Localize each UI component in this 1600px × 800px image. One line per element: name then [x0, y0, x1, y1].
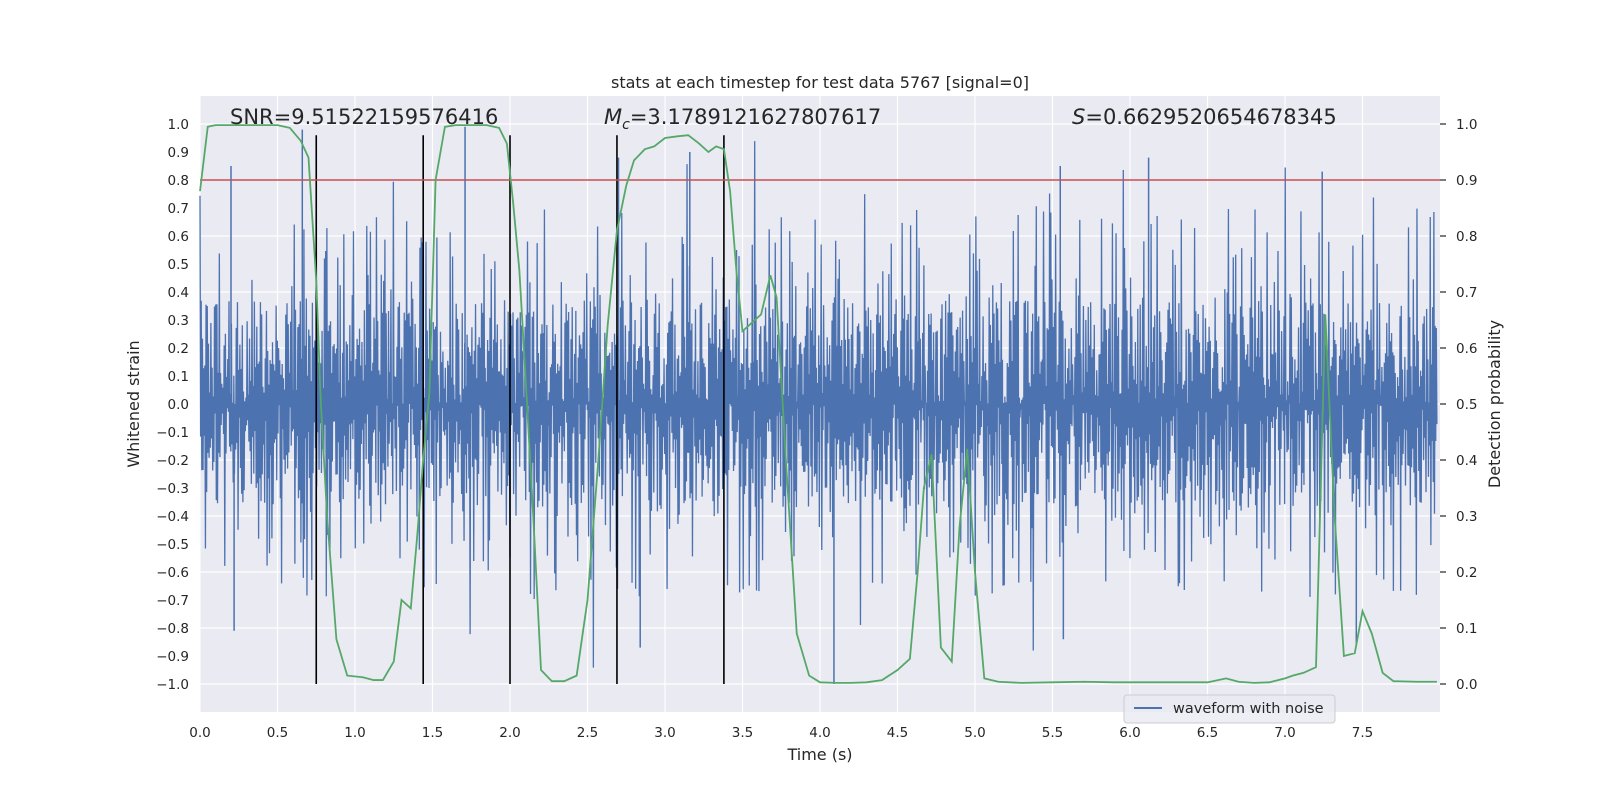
chirp-mass-symbol: M: [604, 105, 622, 129]
y-tick-label: −1.0: [156, 677, 189, 693]
y-tick-label: 0.0: [168, 397, 189, 413]
y-tick-label: −0.7: [156, 593, 189, 609]
x-tick-label: 4.5: [887, 725, 908, 741]
x-tick-label: 4.0: [809, 725, 830, 741]
x-tick-label: 2.0: [499, 725, 520, 741]
right-y-tick-label: 0.4: [1456, 453, 1477, 469]
s-symbol: S: [1072, 105, 1085, 129]
right-y-tick-label: 0.6: [1456, 341, 1477, 357]
s-annotation: S=0.6629520654678345: [1072, 105, 1337, 129]
right-y-tick-label: 0.0: [1456, 677, 1477, 693]
chirp-mass-subscript: c: [622, 117, 630, 133]
x-axis-label: Time (s): [786, 745, 852, 764]
y-tick-label: −0.6: [156, 565, 189, 581]
x-tick-label: 0.5: [267, 725, 288, 741]
legend-label: waveform with noise: [1173, 701, 1324, 717]
right-y-tick-label: 1.0: [1456, 117, 1477, 133]
x-tick-label: 7.5: [1352, 725, 1373, 741]
right-y-axis-label: Detection probability: [1485, 320, 1504, 488]
legend: waveform with noise: [1123, 694, 1336, 724]
right-y-tick-label: 0.2: [1456, 565, 1477, 581]
y-tick-label: 0.2: [168, 341, 189, 357]
y-tick-label: 0.7: [168, 201, 189, 217]
y-tick-label: −0.4: [156, 509, 189, 525]
x-tick-label: 1.5: [422, 725, 443, 741]
x-tick-label: 3.0: [654, 725, 675, 741]
y-tick-label: −0.5: [156, 537, 189, 553]
right-y-tick-label: 0.1: [1456, 621, 1477, 637]
right-y-tick-label: 0.9: [1456, 173, 1477, 189]
x-axis-ticks: 0.0 0.5 1.0 1.5 2.0 2.5 3.0 3.5 4.0 4.5 5.0 5.5 6.0 6…: [189, 725, 1373, 741]
chirp-mass-annotation: Mc=3.1789121627807617: [604, 105, 881, 133]
y-tick-label: 1.0: [168, 117, 189, 133]
y-tick-label: 0.9: [168, 145, 189, 161]
waveform-line: [199, 141, 1438, 668]
y-tick-label: −0.3: [156, 481, 189, 497]
right-y-tick-label: 0.7: [1456, 285, 1477, 301]
y-tick-label: −0.1: [156, 425, 189, 441]
x-tick-label: 5.0: [964, 725, 985, 741]
chart-title: stats at each timestep for test data 576…: [611, 73, 1029, 92]
legend-box: [1123, 694, 1336, 724]
y-tick-label: 0.5: [168, 257, 189, 273]
y-tick-label: 0.8: [168, 173, 189, 189]
s-value: =0.6629520654678345: [1085, 105, 1336, 129]
x-tick-label: 7.0: [1274, 725, 1295, 741]
y-tick-label: −0.2: [156, 453, 189, 469]
x-tick-label: 1.0: [344, 725, 365, 741]
right-y-axis-ticks: 1.0 0.9 0.8 0.7 0.6 0.5 0.4 0.3 0.2 0.1 0.0: [1440, 117, 1477, 693]
x-tick-label: 2.5: [577, 725, 598, 741]
waveform-series: [199, 126, 1438, 684]
right-y-tick-label: 0.3: [1456, 509, 1477, 525]
y-tick-label: 0.3: [168, 313, 189, 329]
y-tick-label: 0.1: [168, 369, 189, 385]
chirp-mass-value: =3.1789121627807617: [630, 105, 881, 129]
x-tick-label: 3.5: [732, 725, 753, 741]
snr-annotation: SNR=9.515221595764​16: [230, 105, 498, 129]
y-tick-label: 0.4: [168, 285, 189, 301]
y-axis-label: Whitened strain: [124, 340, 143, 467]
x-tick-label: 6.5: [1197, 725, 1218, 741]
right-y-tick-label: 0.5: [1456, 397, 1477, 413]
right-y-tick-label: 0.8: [1456, 229, 1477, 245]
x-tick-label: 5.5: [1042, 725, 1063, 741]
x-tick-label: 0.0: [189, 725, 210, 741]
y-tick-label: 0.6: [168, 229, 189, 245]
y-tick-label: −0.8: [156, 621, 189, 637]
probability-series: [199, 124, 1437, 684]
y-tick-label: −0.9: [156, 649, 189, 665]
x-tick-label: 6.0: [1119, 725, 1140, 741]
y-axis-ticks: 1.0 0.9 0.8 0.7 0.6 0.5 0.4 0.3 0.2 0.1 0.0 −0.1 −0.…: [156, 117, 189, 693]
probability-line: [199, 124, 1437, 684]
